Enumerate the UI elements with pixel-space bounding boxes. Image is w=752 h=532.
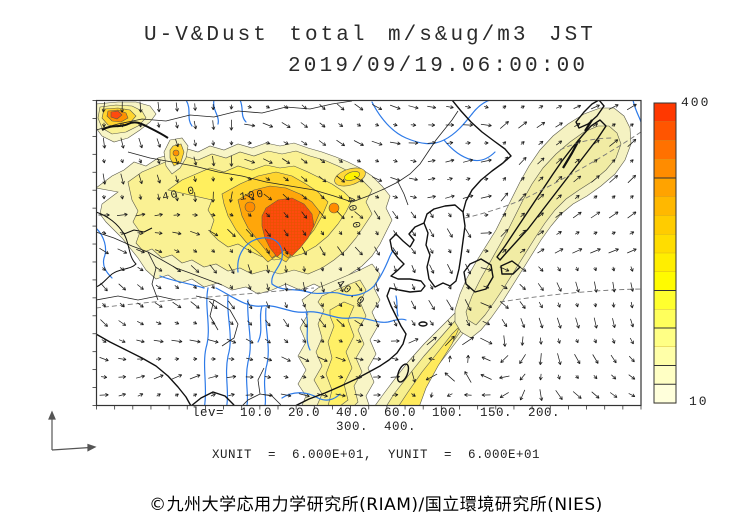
borders-layer	[96, 100, 459, 406]
axis-ticks	[92, 100, 642, 410]
dust-shading-layer	[96, 101, 632, 406]
figure-timestamp: 2019/09/19.06:00:00	[288, 55, 589, 78]
credit-line: ©九州大学応用力学研究所(RIAM)/国立環境研究所(NIES)	[149, 495, 603, 515]
contour-label: 100	[239, 188, 266, 203]
colorbar	[653, 102, 677, 404]
colorbar-max-label: 400	[681, 95, 711, 110]
contour-levels-line2: 300. 400.	[335, 420, 416, 434]
wind-legend-axes	[48, 410, 97, 452]
colorbar-min-label: 10	[689, 394, 709, 409]
figure-title: U-V&Dust total m/s&ug/m3 JST	[144, 24, 596, 47]
wind-vectors-layer	[98, 101, 637, 401]
contour-levels-line1: lev= 10.0 20.0 40.0 60.0 100. 150. 200.	[191, 406, 561, 420]
dashed-contours-layer	[96, 131, 641, 309]
vector-unit-line: XUNIT = 6.000E+01, YUNIT = 6.000E+01	[211, 448, 541, 462]
coastlines-layer	[96, 100, 607, 406]
